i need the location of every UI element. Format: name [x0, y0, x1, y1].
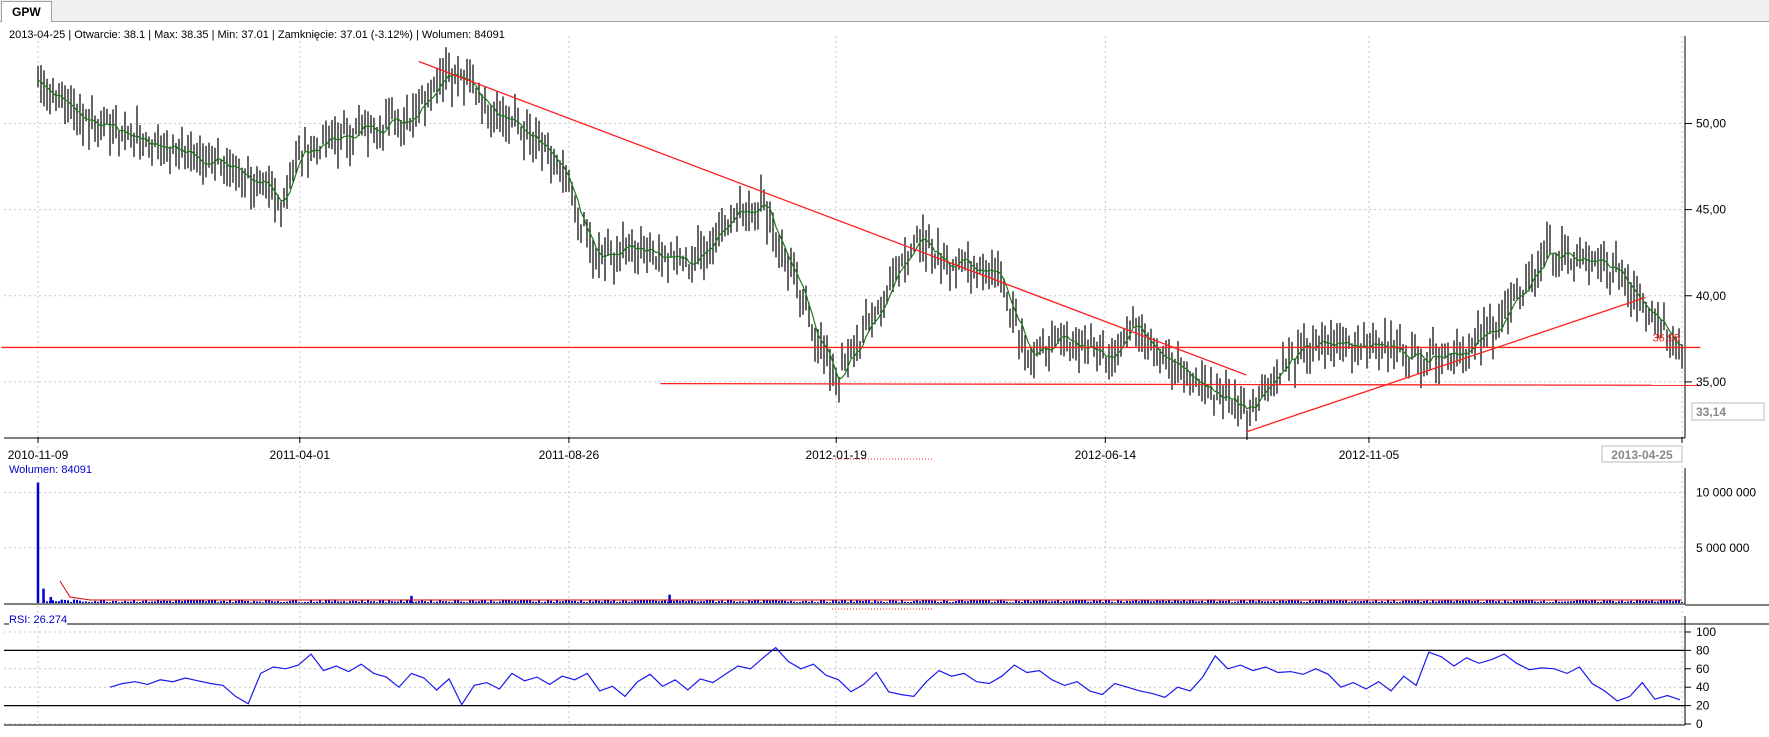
y-tick-label: 45,00: [1696, 203, 1726, 217]
price-label-cursor: 33,14: [1696, 405, 1726, 419]
x-tick-label: 2011-08-26: [539, 448, 600, 462]
trendline: [418, 60, 1247, 376]
x-tick-label: 2011-04-01: [270, 448, 331, 462]
tab-bar: GPW: [0, 0, 1769, 22]
rsi-tick-label: 80: [1696, 643, 1710, 657]
rsi-tick-label: 0: [1696, 717, 1703, 731]
trendlines: [1, 60, 1701, 433]
rsi-tick-label: 40: [1696, 680, 1710, 694]
volume-tick-label: 10 000 000: [1696, 486, 1756, 500]
trendline: [1246, 296, 1646, 433]
tab-gpw[interactable]: GPW: [1, 1, 52, 22]
rsi-line: [4, 646, 1685, 707]
volume-info-text: Wolumen: 84091: [9, 464, 92, 476]
price-label-box: [1691, 402, 1765, 421]
x-tick-label: 2012-01-19: [806, 448, 868, 462]
price-label-current: 36,95: [1652, 332, 1680, 344]
grid-lines: [4, 36, 1685, 725]
y-tick-label: 40,00: [1696, 289, 1726, 303]
trendline: [660, 382, 1701, 386]
price-info-text: 2013-04-25 | Otwarcie: 38.1 | Max: 38.35…: [9, 29, 505, 41]
x-tick-label: 2012-11-05: [1339, 448, 1400, 462]
volume-bars: [36, 482, 1683, 603]
rsi-tick-label: 100: [1696, 625, 1716, 639]
date-label-box: [1601, 445, 1683, 463]
moving-average-path: [37, 72, 1683, 410]
price-bars: [37, 47, 1683, 440]
moving-average-line: [37, 72, 1683, 410]
rsi-tick-label: 60: [1696, 662, 1710, 676]
date-label-cursor: 2013-04-25: [1611, 448, 1673, 462]
axis-labels: 50,00 45,00 40,00 35,00 2010-11-09 2011-04-01…: [8, 117, 1765, 731]
y-tick-label: 50,00: [1696, 117, 1726, 131]
rsi-path: [109, 646, 1681, 706]
x-tick-label: 2012-06-14: [1075, 448, 1137, 462]
x-tick-label: 2010-11-09: [8, 448, 69, 462]
rsi-info-text: RSI: 26.274: [9, 614, 68, 626]
rsi-tick-label: 20: [1696, 699, 1710, 713]
panel-frames: [4, 36, 1769, 726]
y-tick-label: 35,00: [1696, 375, 1726, 389]
volume-tick-label: 5 000 000: [1696, 541, 1750, 555]
volume-average-line: [59, 580, 1682, 601]
